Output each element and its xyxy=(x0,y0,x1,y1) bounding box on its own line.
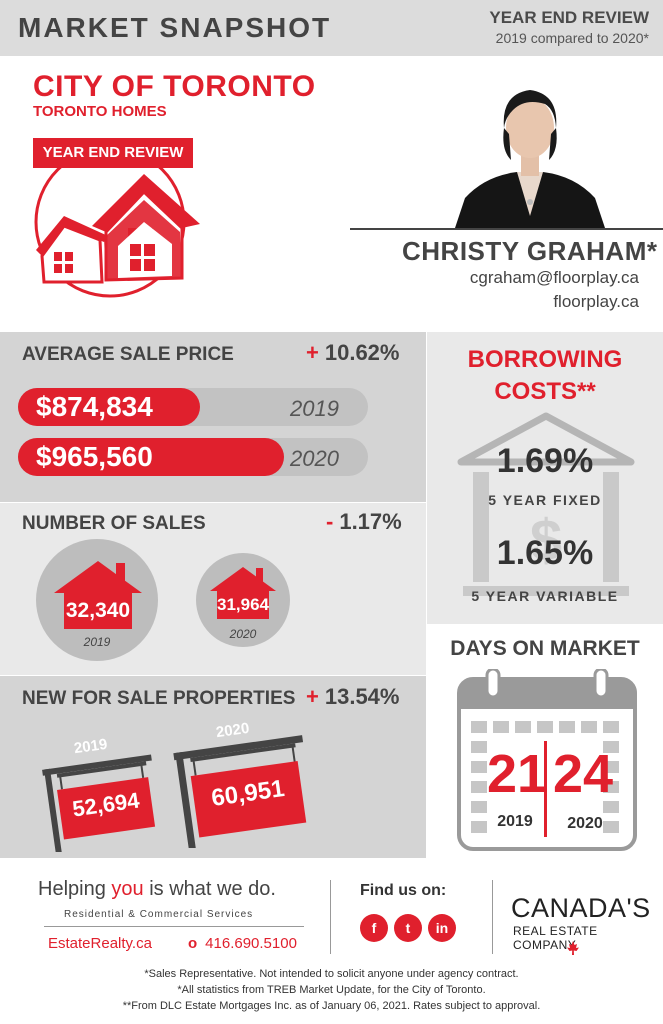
new-for-sale-title: NEW FOR SALE PROPERTIES xyxy=(22,688,296,709)
price-bar-fill-2020: $965,560 xyxy=(18,438,284,476)
footer-website-link[interactable]: EstateRealty.ca xyxy=(48,935,152,952)
agent-email-link[interactable]: cgraham@floorplay.ca xyxy=(469,268,639,287)
phone-icon: o xyxy=(188,935,198,952)
house-icon xyxy=(54,561,142,629)
footer-separator xyxy=(492,880,493,954)
for-sale-sign-2020 xyxy=(173,735,307,848)
days-year-2019: 2019 xyxy=(497,813,533,830)
number-of-sales-change: -1.17% xyxy=(326,509,402,535)
sales-value-2019: 32,340 xyxy=(65,599,131,622)
brand-name: CANADA'S xyxy=(511,893,651,923)
borrowing-costs-title: BORROWING COSTS** xyxy=(427,344,663,408)
linkedin-icon[interactable]: in xyxy=(428,914,456,942)
tagline-pre: Helping xyxy=(38,878,112,900)
agent-photo xyxy=(455,76,605,228)
number-of-sales-panel: NUMBER OF SALES -1.17% 32,340 2019 31,96… xyxy=(0,503,426,675)
days-year-2020: 2020 xyxy=(567,815,603,832)
agent-divider xyxy=(350,228,663,230)
tagline-post: is what we do. xyxy=(143,878,276,900)
days-value-2020: 24 xyxy=(552,744,614,804)
sales-year-2019: 2019 xyxy=(83,635,111,649)
borrowing-title-line2: COSTS** xyxy=(494,378,596,405)
find-us-label: Find us on: xyxy=(360,882,447,899)
bank-icon: $ xyxy=(457,412,635,596)
for-sale-sign-2019 xyxy=(42,754,156,852)
maple-leaf-icon xyxy=(567,941,579,955)
header-bar xyxy=(0,0,663,56)
footer-tagline: Helping you is what we do. xyxy=(38,878,276,901)
borrowing-costs-panel: BORROWING COSTS** $ 1.69% 5 YEAR FIXED 1… xyxy=(427,332,663,624)
brand-tagline: REAL ESTATE COMPANY xyxy=(513,924,598,952)
new-for-sale-change: +13.54% xyxy=(306,684,399,710)
average-sale-price-panel: AVERAGE SALE PRICE +10.62% $874,834 2019… xyxy=(0,332,426,502)
rate-variable-value: 1.65% xyxy=(496,534,594,572)
phone-number: 416.690.5100 xyxy=(205,935,297,952)
borrowing-title-line1: BORROWING xyxy=(467,346,623,373)
header-right-title: YEAR END REVIEW xyxy=(489,8,649,27)
rate-fixed-value: 1.69% xyxy=(496,442,594,480)
header-right-subtitle: 2019 compared to 2020* xyxy=(495,30,649,46)
page-title: MARKET SNAPSHOT xyxy=(18,12,332,43)
change-value: 10.62% xyxy=(324,340,400,365)
days-value-2019: 21 xyxy=(487,744,548,804)
year-end-review-badge: YEAR END REVIEW xyxy=(33,138,193,168)
footnote-3: **From DLC Estate Mortgages Inc. as of J… xyxy=(122,1000,541,1012)
number-of-sales-title: NUMBER OF SALES xyxy=(22,513,206,534)
tagline-you: you xyxy=(111,878,144,900)
change-value: 1.17% xyxy=(339,509,402,534)
svg-text:$: $ xyxy=(530,508,562,573)
average-sale-price-change: +10.62% xyxy=(306,340,399,366)
average-sale-price-title: AVERAGE SALE PRICE xyxy=(22,344,234,365)
twitter-icon[interactable]: t xyxy=(394,914,422,942)
facebook-icon[interactable]: f xyxy=(360,914,388,942)
change-value: 13.54% xyxy=(324,684,400,709)
calendar-icon xyxy=(457,669,637,851)
days-on-market-panel: DAYS ON MARKET 21 24 2019 2020 xyxy=(427,625,663,858)
price-year-2020: 2020 xyxy=(290,446,339,471)
footer-divider xyxy=(44,926,304,927)
new-for-sale-panel: NEW FOR SALE PROPERTIES +13.54% 2019 52,… xyxy=(0,676,426,858)
footer-services: Residential & Commercial Services xyxy=(64,909,254,920)
house-icon xyxy=(210,567,276,619)
change-sign: + xyxy=(306,684,319,709)
footer-separator xyxy=(330,880,331,954)
agent-name: CHRISTY GRAHAM* xyxy=(402,236,658,266)
days-on-market-title: DAYS ON MARKET xyxy=(450,637,640,660)
change-sign: + xyxy=(306,340,319,365)
footer-phone[interactable]: o 416.690.5100 xyxy=(188,935,297,952)
house-circle-illustration xyxy=(34,146,200,298)
rate-variable-label: 5 YEAR VARIABLE xyxy=(471,588,619,604)
rate-fixed-label: 5 YEAR FIXED xyxy=(488,492,602,508)
city-subtitle: TORONTO HOMES xyxy=(33,103,167,120)
footnote-2: *All statistics from TREB Market Update,… xyxy=(177,984,486,996)
price-bar-fill-2019: $874,834 xyxy=(18,388,200,426)
price-year-2019: 2019 xyxy=(290,396,339,421)
agent-website-link[interactable]: floorplay.ca xyxy=(553,292,639,311)
change-sign: - xyxy=(326,509,334,534)
footnote-1: *Sales Representative. Not intended to s… xyxy=(144,968,519,980)
sales-value-2020: 31,964 xyxy=(217,595,269,614)
sales-year-2020: 2020 xyxy=(229,627,257,641)
city-title: CITY OF TORONTO xyxy=(33,70,316,103)
